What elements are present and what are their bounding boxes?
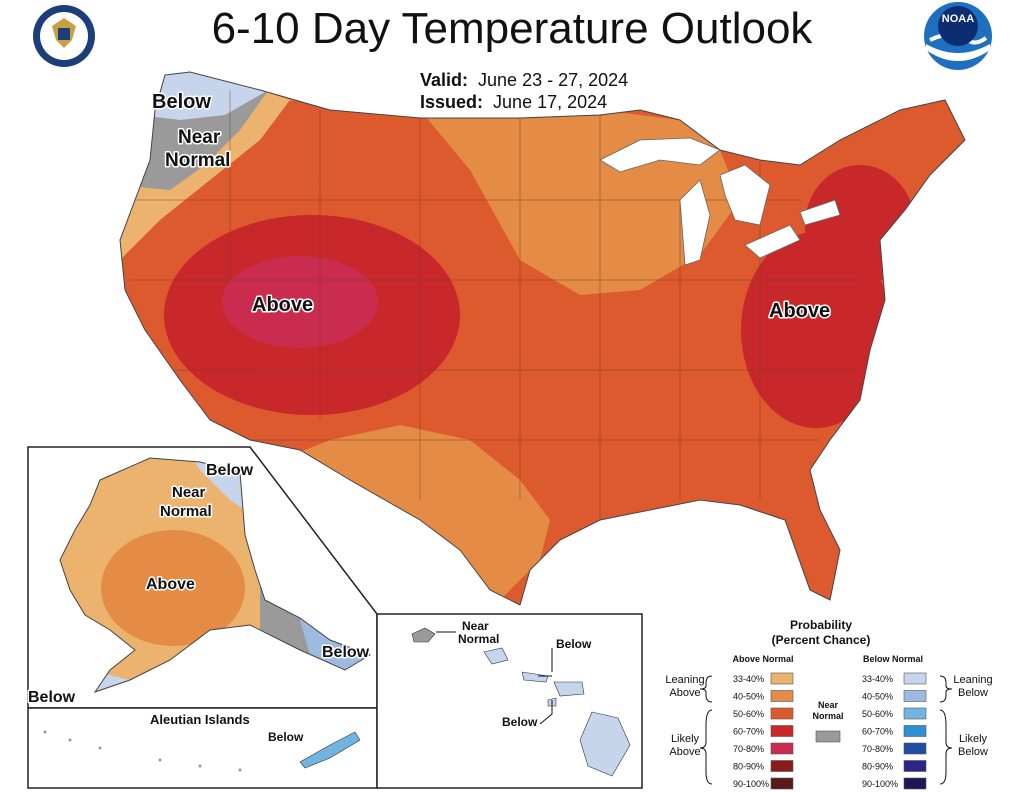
- hawaii-inset: Near Normal Below Below: [376, 613, 643, 789]
- legend-above-swatch: [770, 777, 794, 790]
- legend-likely-above-2: Above: [669, 746, 700, 758]
- hawaii-near-label-2: Normal: [458, 632, 499, 646]
- hawaii-below-label-2: Below: [502, 715, 538, 729]
- legend-below-swatch: [903, 760, 927, 772]
- legend-above-label: 50-60%: [733, 709, 764, 719]
- legend-above-swatch: [770, 760, 794, 772]
- legend-near-swatch: [815, 730, 841, 743]
- conus-below-label: Below: [152, 91, 211, 113]
- legend-leaning-above-2: Above: [669, 687, 700, 699]
- conus-near-label-1: Near: [178, 127, 221, 148]
- legend-below-swatch: [903, 725, 927, 737]
- conus-outline: [119, 71, 966, 606]
- alaska-below-north-label: Below: [206, 462, 254, 479]
- legend-likely-above-1: Likely: [671, 733, 700, 745]
- alaska-below-southwest-label: Below: [28, 689, 76, 706]
- aleutian-inset: Aleutian Islands Below: [27, 707, 378, 789]
- probability-legend: Probability (Percent Chance) Above Norma…: [665, 618, 993, 790]
- legend-above-swatch: [770, 725, 794, 737]
- legend-leaning-above-1: Leaning: [665, 674, 704, 686]
- legend-below-label: 33-40%: [862, 674, 893, 684]
- conus-above-west-label: Above: [252, 294, 313, 316]
- aleutian-below-label: Below: [268, 730, 304, 744]
- legend-below-swatch: [903, 742, 927, 755]
- alaska-inset: Below Near Normal Above Below Below: [27, 446, 378, 709]
- legend-above-label: 90-100%: [733, 779, 769, 789]
- issued-label: Issued:: [420, 92, 484, 112]
- conus-above-east-label: Above: [769, 300, 830, 322]
- valid-label: Valid:: [420, 70, 469, 90]
- valid-line: Valid: June 23 - 27, 2024: [420, 70, 628, 91]
- hawaii-below-label-1: Below: [556, 637, 592, 651]
- legend-below-label: 80-90%: [862, 762, 893, 772]
- legend-above-label: 33-40%: [733, 674, 764, 684]
- legend-below-header: Below Normal: [863, 654, 923, 664]
- issued-line: Issued: June 17, 2024: [420, 92, 607, 113]
- legend-below-label: 50-60%: [862, 709, 893, 719]
- legend-below-swatch: [903, 672, 927, 685]
- legend-above-label: 60-70%: [733, 727, 764, 737]
- legend-above-label: 80-90%: [733, 762, 764, 772]
- legend-above-swatch: [770, 672, 794, 685]
- legend-above-swatch: [770, 707, 794, 720]
- legend-near-1: Near: [818, 700, 839, 710]
- legend-leaning-below-1: Leaning: [953, 674, 992, 686]
- legend-below-swatch: [903, 707, 927, 720]
- legend-likely-below-2: Below: [958, 746, 988, 758]
- legend-near-2: Normal: [812, 711, 843, 721]
- legend-likely-below-1: Likely: [959, 733, 988, 745]
- conus-near-label-2: Normal: [165, 150, 230, 171]
- legend-below-label: 90-100%: [862, 779, 898, 789]
- legend-above-label: 40-50%: [733, 692, 764, 702]
- noaa-logo-icon: NOAA: [924, 2, 992, 70]
- legend-below-swatch: [903, 777, 927, 790]
- alaska-near-label-1: Near: [172, 484, 206, 501]
- noaa-text: NOAA: [942, 13, 974, 25]
- legend-above-swatch: [770, 690, 794, 702]
- map-title: 6-10 Day Temperature Outlook: [211, 4, 813, 53]
- aleutian-title: Aleutian Islands: [150, 712, 250, 727]
- commerce-seal-icon: [33, 5, 95, 67]
- issued-date: June 17, 2024: [493, 92, 608, 112]
- alaska-near-label-2: Normal: [160, 503, 212, 520]
- legend-above-label: 70-80%: [733, 744, 764, 754]
- legend-title-2: (Percent Chance): [772, 633, 871, 647]
- legend-above-header: Above Normal: [732, 654, 793, 664]
- great-lakes: [599, 137, 841, 266]
- legend-below-label: 40-50%: [862, 692, 893, 702]
- legend-leaning-below-2: Below: [958, 687, 988, 699]
- legend-below-swatch: [903, 690, 927, 702]
- hawaii-near-label-1: Near: [462, 619, 489, 633]
- legend-above-swatch: [770, 742, 794, 755]
- legend-title-1: Probability: [790, 618, 852, 632]
- alaska-above-label: Above: [146, 576, 195, 593]
- legend-below-label: 60-70%: [862, 727, 893, 737]
- legend-below-label: 70-80%: [862, 744, 893, 754]
- valid-dates: June 23 - 27, 2024: [478, 70, 629, 90]
- alaska-below-southeast-label: Below: [322, 644, 370, 661]
